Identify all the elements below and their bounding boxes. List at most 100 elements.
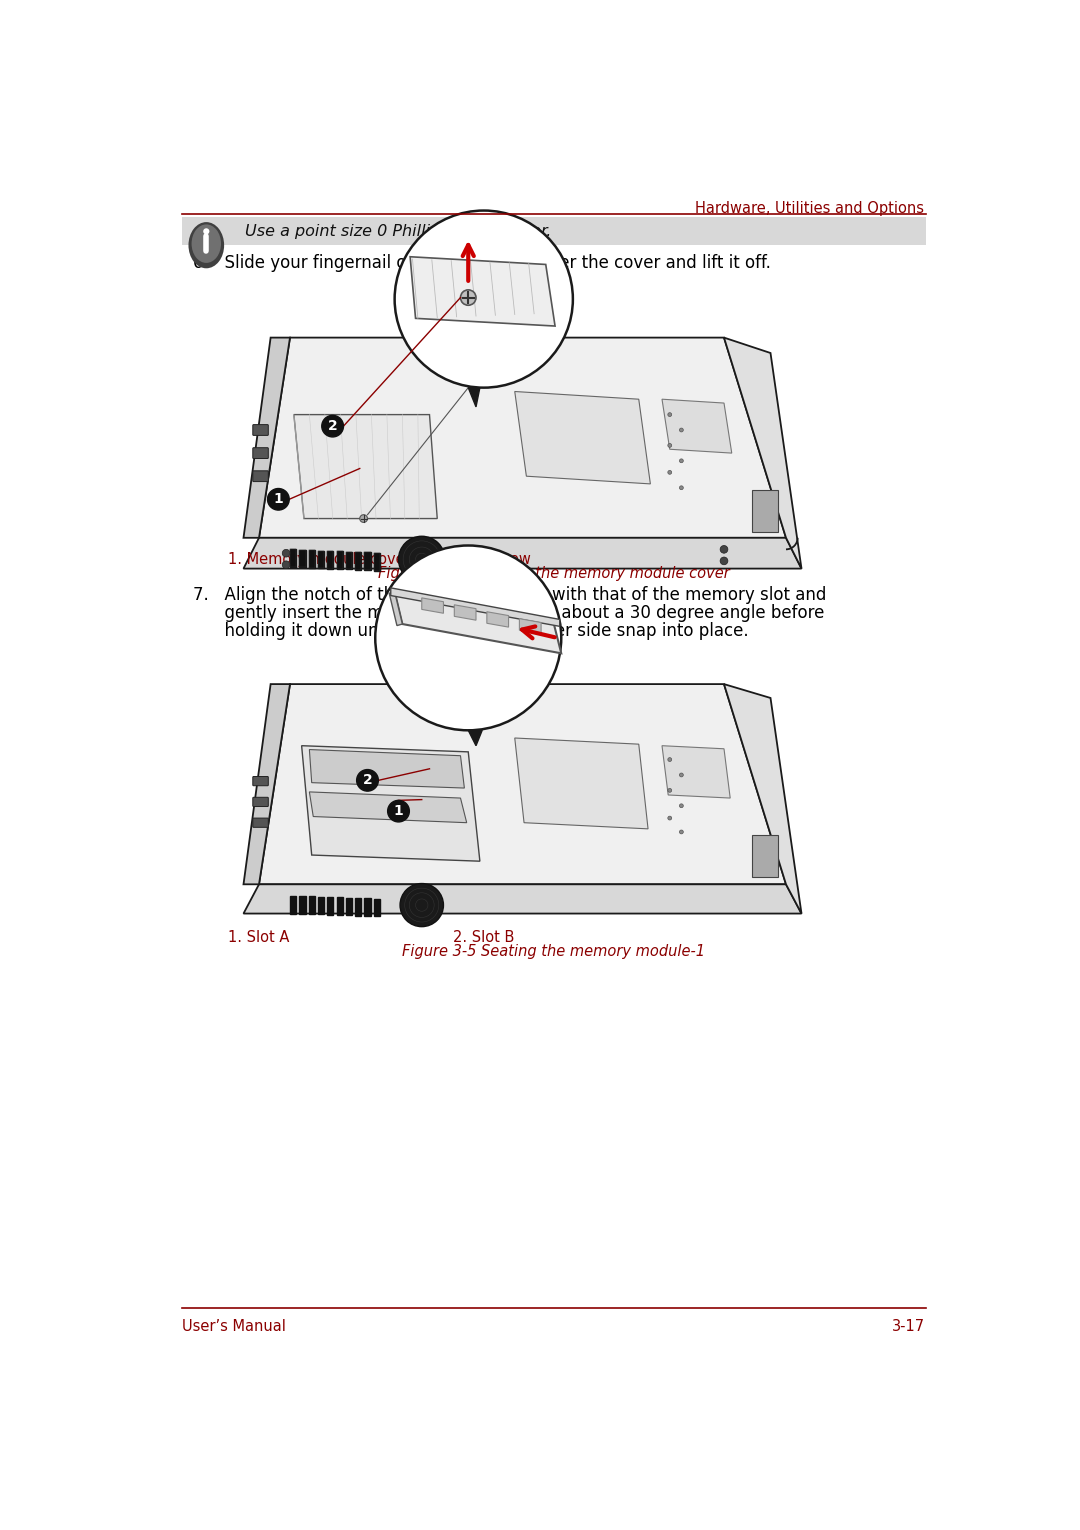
Text: 2: 2 [327, 419, 337, 433]
Polygon shape [515, 392, 650, 483]
Circle shape [720, 557, 728, 565]
FancyBboxPatch shape [253, 777, 268, 786]
Circle shape [460, 289, 476, 306]
Polygon shape [389, 592, 403, 626]
Circle shape [282, 549, 291, 557]
Polygon shape [299, 897, 306, 913]
Circle shape [360, 514, 367, 522]
Polygon shape [422, 598, 444, 614]
Text: 2. Slot B: 2. Slot B [453, 930, 514, 946]
Polygon shape [301, 745, 480, 861]
Polygon shape [337, 551, 342, 569]
Text: holding it down until the latches on either side snap into place.: holding it down until the latches on eit… [193, 623, 748, 641]
Circle shape [679, 803, 684, 808]
Polygon shape [662, 745, 730, 799]
Circle shape [399, 536, 445, 583]
Text: 3-17: 3-17 [892, 1319, 926, 1334]
Circle shape [400, 883, 444, 927]
Text: 1: 1 [273, 493, 283, 506]
Circle shape [720, 546, 728, 554]
Polygon shape [364, 898, 370, 916]
Text: Use a point size 0 Phillips screwdriver.: Use a point size 0 Phillips screwdriver. [245, 223, 552, 239]
Text: gently insert the module into the slot at about a 30 degree angle before: gently insert the module into the slot a… [193, 604, 824, 623]
Text: 2. Screw: 2. Screw [469, 552, 531, 566]
Polygon shape [519, 618, 541, 633]
FancyBboxPatch shape [253, 797, 268, 806]
Polygon shape [327, 897, 334, 915]
Circle shape [268, 488, 289, 509]
Circle shape [322, 415, 343, 438]
Polygon shape [724, 684, 801, 913]
Text: 6.   Slide your fingernail or a thin object under the cover and lift it off.: 6. Slide your fingernail or a thin objec… [193, 254, 771, 272]
Circle shape [394, 211, 572, 387]
Polygon shape [259, 684, 786, 884]
Polygon shape [394, 592, 562, 653]
Polygon shape [299, 549, 306, 568]
Text: User’s Manual: User’s Manual [181, 1319, 285, 1334]
Polygon shape [318, 897, 324, 915]
Circle shape [667, 413, 672, 416]
Text: 1: 1 [393, 805, 403, 819]
Circle shape [282, 562, 291, 569]
Polygon shape [374, 898, 380, 916]
Polygon shape [364, 552, 370, 571]
Circle shape [667, 788, 672, 793]
Polygon shape [469, 730, 482, 745]
Text: Figure 3-5 Seating the memory module-1: Figure 3-5 Seating the memory module-1 [402, 944, 705, 959]
Circle shape [203, 228, 210, 234]
Polygon shape [487, 612, 509, 627]
Polygon shape [455, 604, 476, 620]
Circle shape [679, 773, 684, 777]
FancyBboxPatch shape [752, 835, 779, 877]
Circle shape [679, 487, 684, 490]
Text: 2: 2 [363, 773, 373, 788]
Circle shape [375, 546, 562, 730]
Polygon shape [243, 338, 291, 539]
Circle shape [667, 470, 672, 474]
Polygon shape [291, 549, 296, 568]
Polygon shape [259, 338, 786, 539]
Polygon shape [724, 338, 801, 569]
Polygon shape [410, 257, 555, 326]
Polygon shape [391, 588, 559, 626]
Polygon shape [469, 387, 480, 407]
Polygon shape [243, 684, 291, 884]
Polygon shape [374, 552, 380, 571]
Circle shape [667, 444, 672, 447]
FancyBboxPatch shape [253, 425, 268, 436]
Ellipse shape [189, 222, 225, 268]
Polygon shape [355, 898, 362, 916]
Circle shape [356, 770, 378, 791]
Polygon shape [309, 897, 314, 915]
Circle shape [679, 459, 684, 462]
Ellipse shape [191, 225, 221, 263]
Text: 7.   Align the notch of the memory module with that of the memory slot and: 7. Align the notch of the memory module … [193, 586, 826, 603]
Text: Figure 3-4 Removing the memory module cover: Figure 3-4 Removing the memory module co… [378, 566, 729, 580]
Polygon shape [318, 551, 324, 568]
Text: 1. Slot A: 1. Slot A [228, 930, 289, 946]
Polygon shape [337, 898, 342, 915]
Polygon shape [291, 897, 296, 913]
Polygon shape [309, 551, 314, 568]
Polygon shape [327, 551, 334, 569]
Circle shape [679, 829, 684, 834]
Text: 1. Memory module cover: 1. Memory module cover [228, 552, 410, 566]
FancyBboxPatch shape [181, 217, 926, 245]
Polygon shape [346, 552, 352, 569]
FancyBboxPatch shape [253, 471, 268, 482]
FancyBboxPatch shape [253, 819, 268, 828]
Text: Hardware, Utilities and Options: Hardware, Utilities and Options [694, 200, 924, 216]
Polygon shape [243, 884, 801, 913]
Circle shape [667, 757, 672, 762]
Polygon shape [294, 415, 437, 519]
Circle shape [679, 428, 684, 431]
Polygon shape [355, 552, 362, 569]
Polygon shape [346, 898, 352, 915]
FancyBboxPatch shape [253, 448, 268, 459]
Polygon shape [309, 793, 467, 823]
Circle shape [388, 800, 409, 822]
Polygon shape [309, 750, 464, 788]
Polygon shape [243, 539, 801, 569]
FancyBboxPatch shape [752, 490, 779, 531]
Polygon shape [662, 399, 732, 453]
